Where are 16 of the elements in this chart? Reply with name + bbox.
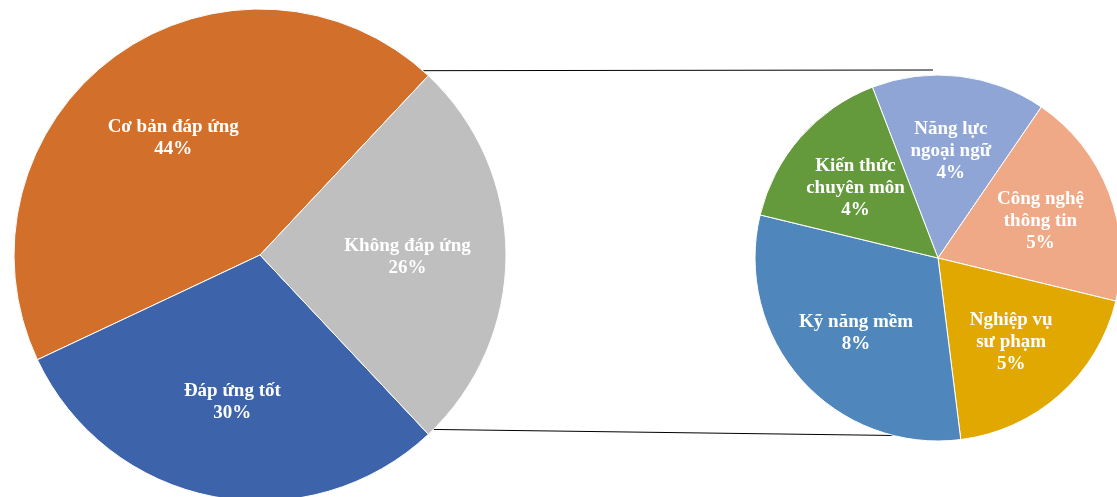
data-label: 5% xyxy=(996,351,1026,373)
data-label: 26% xyxy=(388,255,427,277)
data-label: 8% xyxy=(841,331,871,353)
slice-label: Năng lực ngoại ngữ xyxy=(910,116,992,160)
slice-label: Kỹ năng mềm xyxy=(799,309,914,331)
data-label: 44% xyxy=(154,136,193,158)
data-label: 4% xyxy=(936,160,966,182)
slice-label: Nghiệp vụ sư phạm xyxy=(969,307,1054,351)
data-label: 5% xyxy=(1026,230,1055,252)
slice-label: Đáp ứng tốt xyxy=(183,378,282,400)
slice-label: Cơ bản đáp ứng xyxy=(107,114,240,136)
data-label: 4% xyxy=(841,197,870,219)
slice-label: Không đáp ứng xyxy=(344,233,472,255)
slice-label: Kiến thức chuyên môn xyxy=(806,153,906,197)
data-label: 30% xyxy=(213,400,252,422)
slice-label: Công nghệ thông tin xyxy=(996,186,1085,230)
